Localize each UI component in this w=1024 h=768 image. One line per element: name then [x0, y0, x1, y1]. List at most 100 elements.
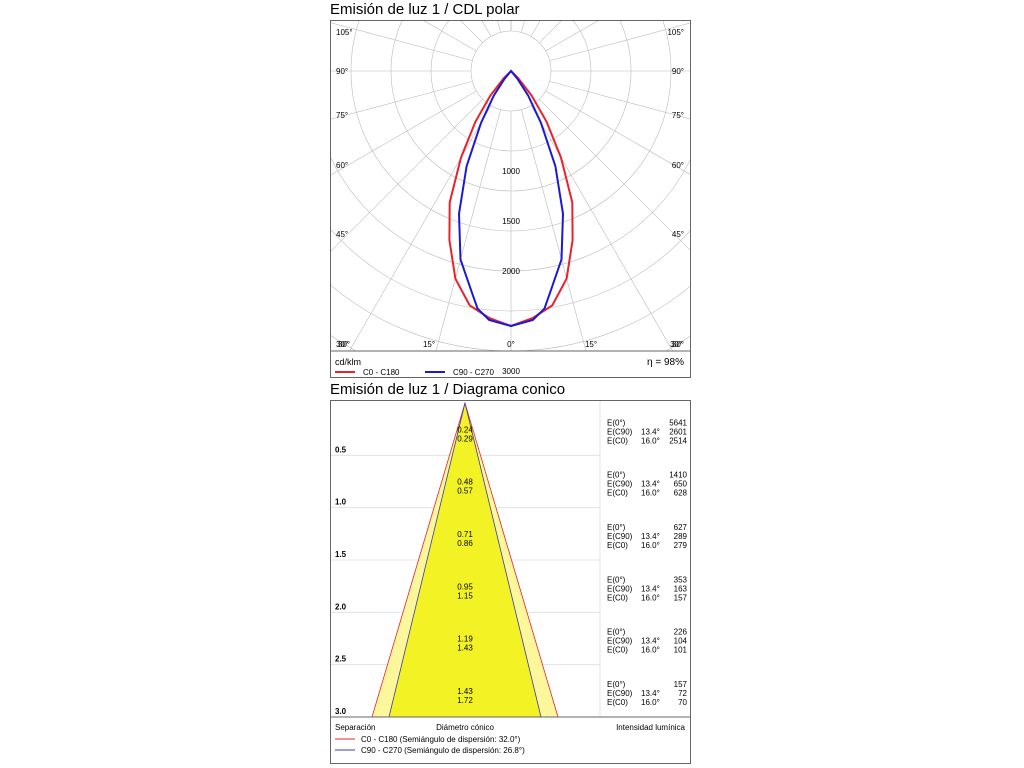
cone-ec90-angle: 13.4°	[641, 480, 660, 489]
polar-grid-ray	[331, 90, 477, 176]
cone-ec90-value: 2601	[669, 427, 687, 436]
cone-separation-label: 0.5	[335, 445, 347, 454]
cone-e0-value: 157	[674, 680, 688, 689]
cone-ec0-value: 101	[674, 646, 688, 655]
cone-e0-label: E(0°)	[607, 575, 626, 584]
polar-angle-label-bottom: 0°	[507, 340, 515, 349]
polar-angle-label-right: 90°	[672, 67, 684, 76]
cone-e0-label: E(0°)	[607, 418, 626, 427]
cone-ec0-angle: 16.0°	[641, 698, 660, 707]
cone-diameter-c0: 0.29	[457, 434, 473, 443]
cone-ec0-angle: 16.0°	[641, 489, 660, 498]
polar-grid-ray	[331, 22, 473, 61]
cone-ec0-angle: 16.0°	[641, 646, 660, 655]
polar-efficiency: η = 98%	[647, 357, 684, 368]
cone-diameter-c90: 0.48	[457, 478, 473, 487]
polar-grid-ray	[530, 105, 674, 351]
polar-angle-label-bottom: 15°	[423, 340, 435, 349]
cone-diameter-c0: 1.43	[457, 644, 473, 653]
cone-ec90-value: 163	[674, 584, 688, 593]
cone-chart: 0.5 0.240.29 E(0°) 5641 E(C90) 13.4° 2601 E(C0)…	[331, 401, 690, 755]
cone-ec90-label: E(C90)	[607, 584, 633, 593]
cone-ec90-label: E(C90)	[607, 427, 633, 436]
polar-angle-label-right: 105°	[667, 28, 684, 37]
cone-separation-label: 2.5	[335, 655, 347, 664]
polar-grid-ray	[521, 21, 525, 33]
cone-ec0-value: 157	[674, 593, 688, 602]
cone-ec0-value: 628	[674, 489, 688, 498]
polar-grid-ray	[549, 81, 690, 120]
cone-ec0-angle: 16.0°	[641, 541, 660, 550]
polar-grid-ray	[481, 21, 492, 37]
cone-ec90-label: E(C90)	[607, 532, 633, 541]
cone-ec90-angle: 13.4°	[641, 427, 660, 436]
cone-ec0-value: 2514	[669, 436, 687, 445]
cone-diameter-c90: 0.24	[457, 425, 473, 434]
cone-separation-label: 1.5	[335, 550, 347, 559]
cone-e0-value: 1410	[669, 471, 687, 480]
polar-angle-label-right: 45°	[672, 230, 684, 239]
cone-footer-diameter: Diámetro cónico	[436, 723, 494, 732]
cone-separation-label: 3.0	[335, 707, 347, 716]
cone-ec90-value: 650	[674, 480, 688, 489]
polar-angle-label-bottom: 30°	[338, 340, 350, 349]
cone-ec90-value: 104	[674, 637, 688, 646]
polar-grid-ray	[497, 21, 501, 33]
cone-ec90-angle: 13.4°	[641, 532, 660, 541]
cone-ec90-value: 289	[674, 532, 688, 541]
polar-angle-label-right: 75°	[672, 111, 684, 120]
cone-legend-label: C0 - C180 (Semiángulo de dispersión: 32.…	[361, 735, 521, 744]
cone-ec90-value: 72	[678, 689, 687, 698]
polar-radial-tick: 1000	[502, 167, 520, 176]
cone-footer-separation: Separación	[335, 723, 375, 732]
polar-angle-label-left: 75°	[336, 111, 348, 120]
cone-ec0-label: E(C0)	[607, 436, 628, 445]
cone-separation-label: 2.0	[335, 602, 347, 611]
polar-title: Emisión de luz 1 / CDL polar	[330, 1, 520, 18]
cone-ec90-angle: 13.4°	[641, 689, 660, 698]
cone-e0-value: 353	[674, 575, 688, 584]
polar-radial-tick: 2000	[502, 267, 520, 276]
polar-angle-label-right: 30°	[672, 340, 684, 349]
polar-angle-label-left: 90°	[336, 67, 348, 76]
polar-legend-label: C90 - C270	[453, 368, 494, 377]
cone-ec90-label: E(C90)	[607, 637, 633, 646]
cone-diameter-c90: 0.71	[457, 530, 473, 539]
cone-diameter-c0: 1.15	[457, 591, 473, 600]
cone-ec0-label: E(C0)	[607, 489, 628, 498]
cone-ec0-label: E(C0)	[607, 593, 628, 602]
cone-e0-value: 627	[674, 523, 688, 532]
cone-footer-intensity: Intensidad lumínica	[616, 723, 685, 732]
cone-e0-value: 226	[674, 628, 688, 637]
cone-diameter-c90: 0.95	[457, 582, 473, 591]
polar-angle-label-left: 30°	[336, 340, 348, 349]
cone-ec0-label: E(C0)	[607, 698, 628, 707]
polar-grid-ray	[549, 22, 690, 61]
polar-legend-label: C0 - C180	[363, 368, 400, 377]
cone-ec0-angle: 16.0°	[641, 593, 660, 602]
cone-legend-label: C90 - C270 (Semiángulo de dispersión: 26…	[361, 746, 525, 755]
polar-grid-ray	[521, 109, 587, 351]
polar-angle-label-left: 45°	[336, 230, 348, 239]
polar-grid-ray	[460, 21, 483, 43]
cone-diameter-c90: 1.19	[457, 635, 473, 644]
cone-ec90-angle: 13.4°	[641, 584, 660, 593]
polar-grid-ray	[435, 109, 501, 351]
polar-radial-tick: 1500	[502, 217, 520, 226]
cone-ec90-label: E(C90)	[607, 480, 633, 489]
cone-diameter-c0: 0.57	[457, 487, 473, 496]
cone-ec90-angle: 13.4°	[641, 637, 660, 646]
polar-curve-c90-c270	[457, 69, 565, 328]
cone-e0-label: E(0°)	[607, 628, 626, 637]
cone-ec90-label: E(C90)	[607, 689, 633, 698]
polar-angle-label-right: 60°	[672, 161, 684, 170]
cone-title: Emisión de luz 1 / Diagrama conico	[330, 381, 566, 398]
cone-ec0-label: E(C0)	[607, 541, 628, 550]
polar-panel: 1000 1500 2000 3000 105° 90° 75° 60° 45° 30° 105° 9…	[330, 20, 691, 378]
cone-e0-value: 5641	[669, 418, 687, 427]
polar-grid-ray	[331, 81, 473, 120]
polar-radial-tick: 3000	[502, 367, 520, 376]
cone-ec0-label: E(C0)	[607, 646, 628, 655]
polar-grid-ray	[539, 99, 690, 251]
cone-diameter-c90: 1.43	[457, 687, 473, 696]
